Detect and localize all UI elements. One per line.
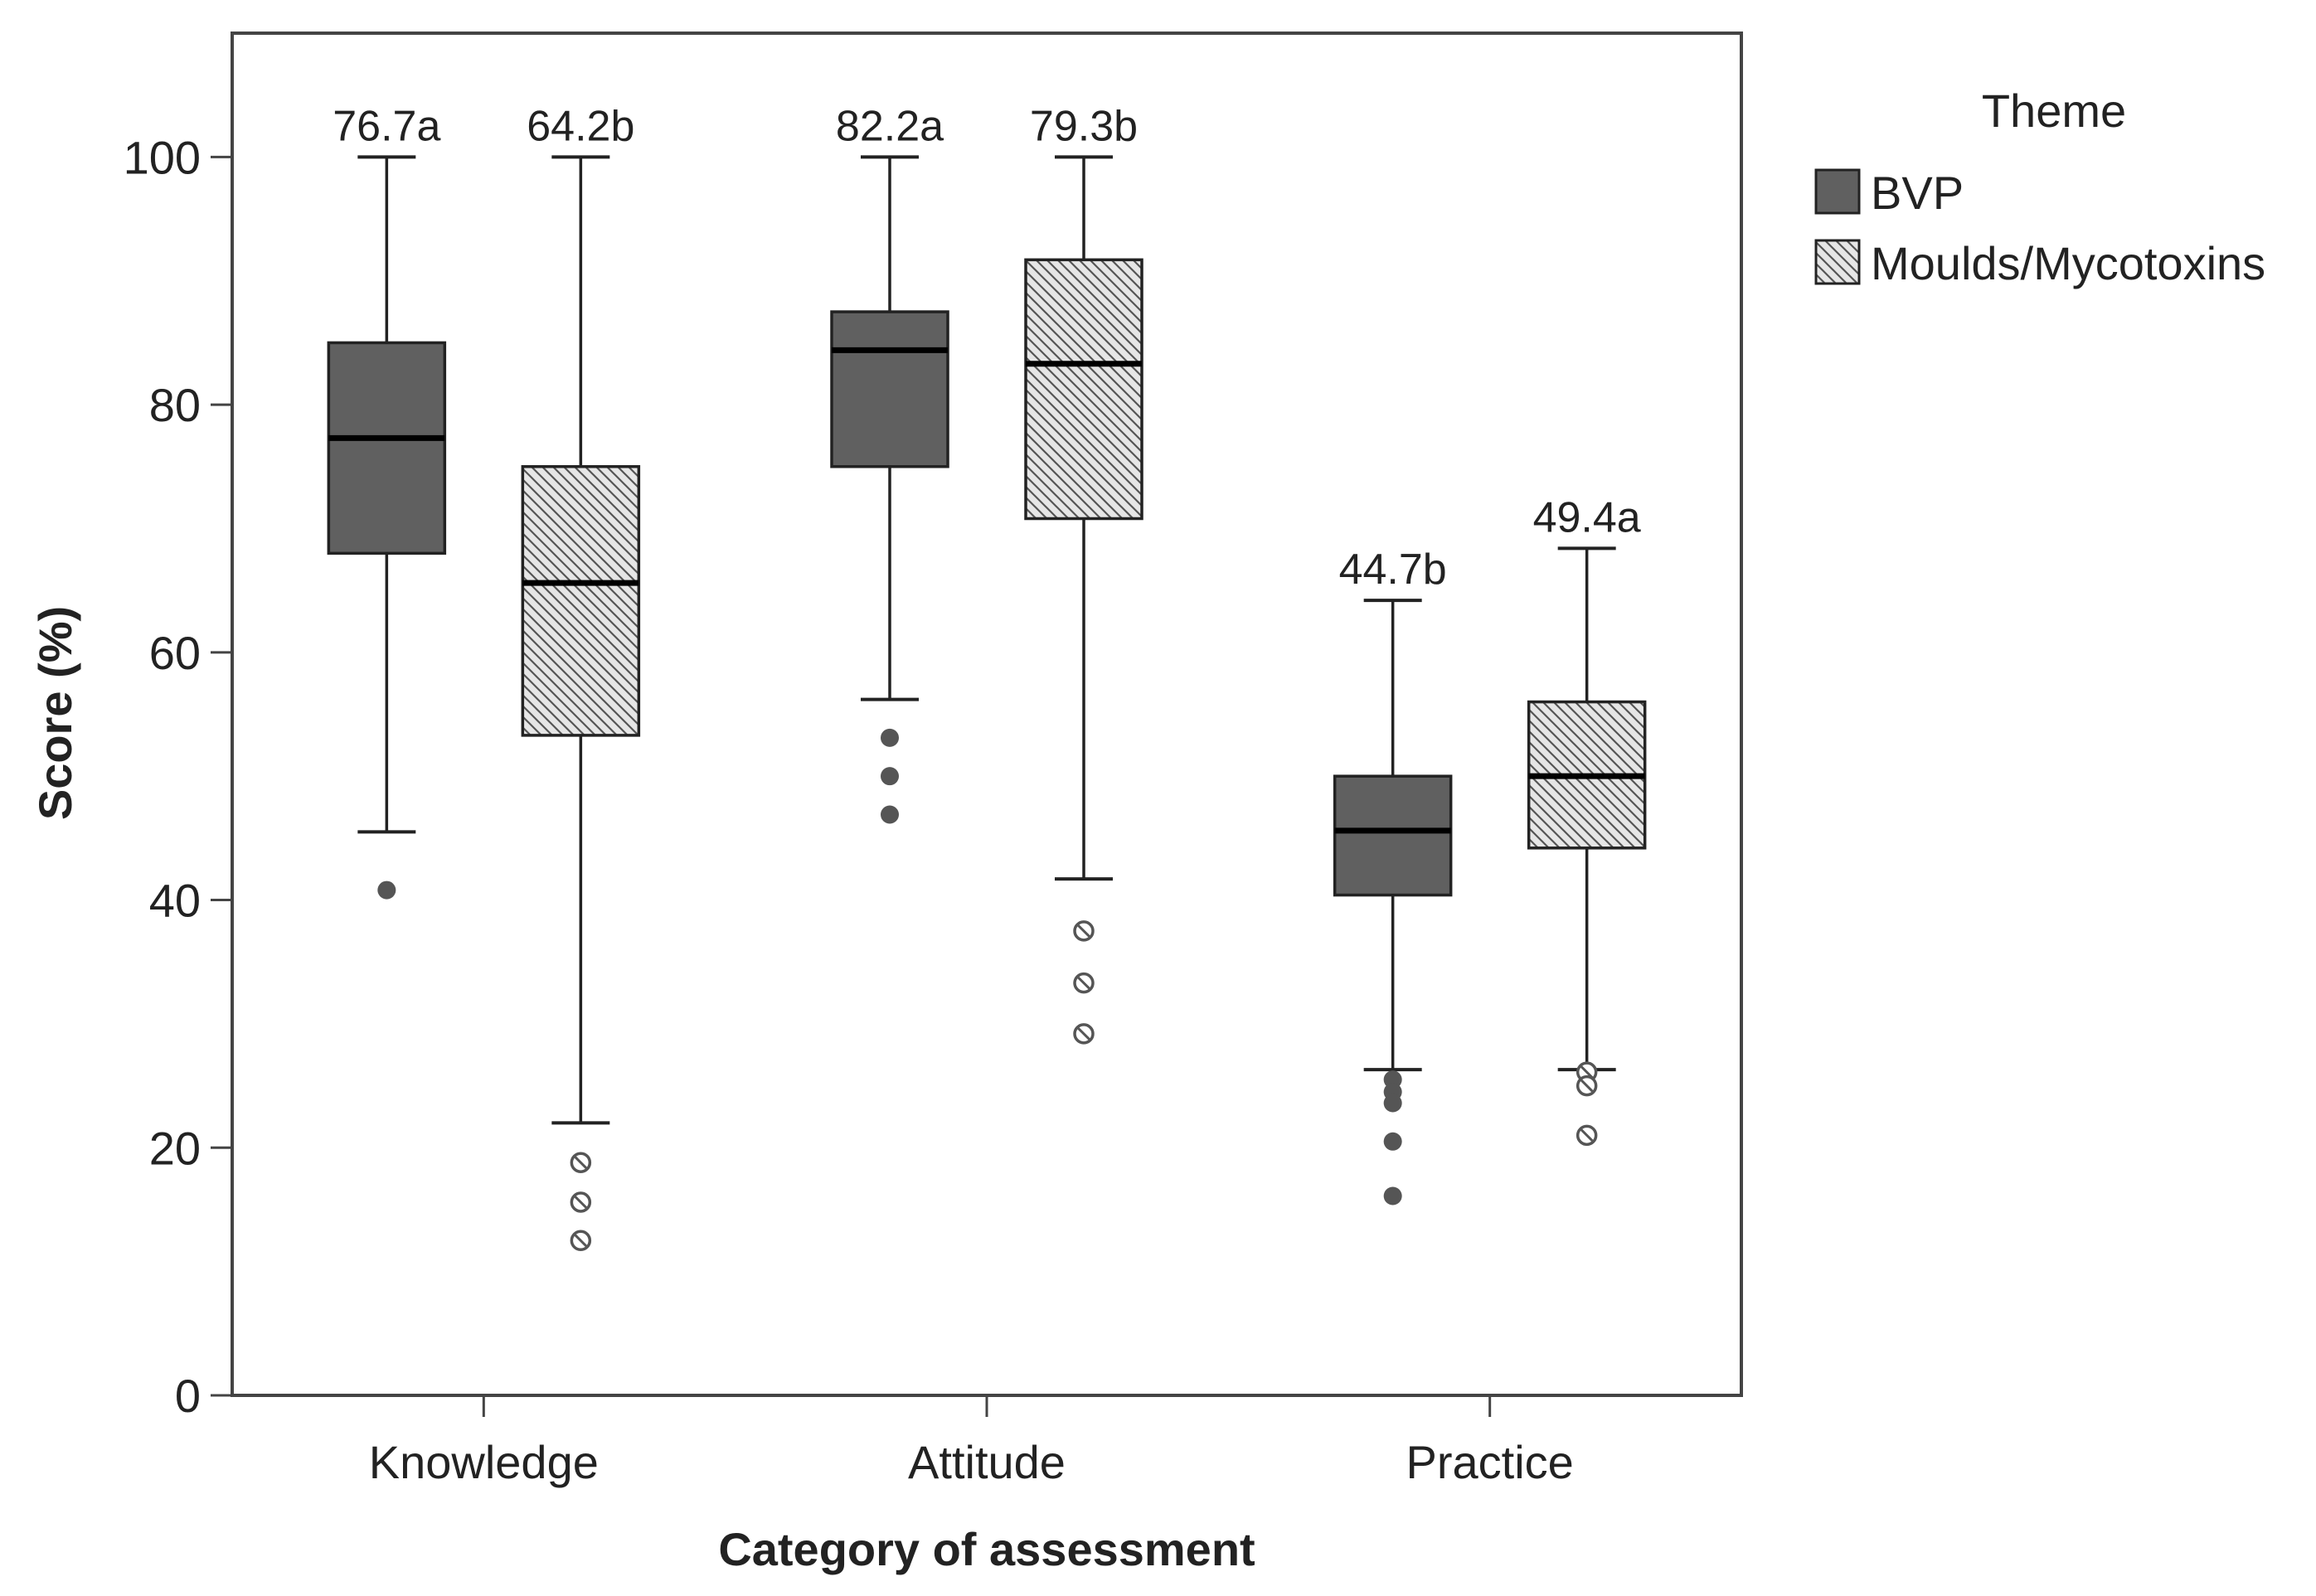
y-tick-label-60: 60 xyxy=(149,627,201,679)
outlier-hatch-moulds-mycotoxins-knowledge-3 xyxy=(574,1234,587,1247)
box-group-bvp-attitude: 82.2a xyxy=(830,102,949,824)
outlier-hatch-moulds-mycotoxins-attitude-3 xyxy=(1077,1027,1090,1041)
annotation-moulds-mycotoxins-practice: 49.4a xyxy=(1533,493,1641,541)
x-axis: Knowledge Attitude Practice xyxy=(369,1395,1574,1488)
y-tick-label-100: 100 xyxy=(124,131,201,183)
x-tick-label-knowledge: Knowledge xyxy=(369,1436,599,1488)
legend: Theme BVP Moulds/Mycotoxins xyxy=(1814,85,2265,289)
outlier-bvp-practice-4 xyxy=(1383,1132,1402,1151)
y-axis: 0 20 40 60 80 100 xyxy=(124,131,232,1422)
legend-swatch-bvp xyxy=(1814,168,1861,215)
outlier-bvp-practice-5 xyxy=(1383,1186,1402,1205)
x-tick-label-practice: Practice xyxy=(1406,1436,1574,1488)
outlier-hatch-moulds-mycotoxins-attitude-1 xyxy=(1077,924,1090,938)
outlier-bvp-practice-3 xyxy=(1383,1094,1402,1113)
y-axis-title: Score (%) xyxy=(29,606,81,820)
box-group-moulds-mycotoxins-attitude: 79.3b xyxy=(1024,102,1143,1045)
annotation-bvp-practice: 44.7b xyxy=(1339,546,1447,594)
y-tick-label-80: 80 xyxy=(149,379,201,431)
annotation-moulds-mycotoxins-knowledge: 64.2b xyxy=(527,102,634,150)
legend-swatch-moulds xyxy=(1814,239,1861,285)
y-tick-label-20: 20 xyxy=(149,1122,201,1174)
outlier-bvp-knowledge-1 xyxy=(377,880,396,900)
box-moulds-mycotoxins-attitude xyxy=(1024,258,1143,521)
box-bvp-knowledge xyxy=(327,341,447,555)
annotation-bvp-attitude: 82.2a xyxy=(836,102,944,150)
legend-label-moulds: Moulds/Mycotoxins xyxy=(1871,237,2265,289)
outlier-hatch-moulds-mycotoxins-practice-1 xyxy=(1580,1065,1594,1079)
box-group-moulds-mycotoxins-knowledge: 64.2b xyxy=(521,102,641,1252)
legend-title: Theme xyxy=(1982,85,2126,137)
outlier-hatch-moulds-mycotoxins-knowledge-1 xyxy=(574,1156,587,1169)
plot-frame xyxy=(231,32,1743,1397)
outlier-bvp-attitude-1 xyxy=(881,728,899,747)
y-tick-label-0: 0 xyxy=(175,1370,201,1422)
outlier-bvp-attitude-2 xyxy=(881,767,899,786)
outlier-bvp-attitude-3 xyxy=(881,805,899,824)
box-group-moulds-mycotoxins-practice: 49.4a xyxy=(1527,493,1647,1147)
annotation-bvp-knowledge: 76.7a xyxy=(333,102,440,150)
outlier-hatch-moulds-mycotoxins-attitude-2 xyxy=(1077,976,1090,990)
box-group-bvp-knowledge: 76.7a xyxy=(327,102,447,900)
outlier-hatch-moulds-mycotoxins-practice-3 xyxy=(1580,1128,1594,1142)
box-moulds-mycotoxins-knowledge xyxy=(521,465,641,737)
outlier-hatch-moulds-mycotoxins-knowledge-2 xyxy=(574,1196,587,1209)
x-axis-title: Category of assessment xyxy=(718,1523,1255,1575)
annotation-moulds-mycotoxins-attitude: 79.3b xyxy=(1030,102,1138,150)
box-bvp-practice xyxy=(1333,774,1453,897)
x-tick-label-attitude: Attitude xyxy=(908,1436,1066,1488)
box-bvp-attitude xyxy=(830,310,949,468)
legend-label-bvp: BVP xyxy=(1871,167,1964,219)
y-tick-label-40: 40 xyxy=(149,875,201,927)
outlier-hatch-moulds-mycotoxins-practice-2 xyxy=(1580,1079,1594,1093)
box-groups: 76.7a 82.2a 44.7b 64.2b 79.3b 49.4a xyxy=(327,102,1647,1252)
box-group-bvp-practice: 44.7b xyxy=(1333,546,1453,1205)
